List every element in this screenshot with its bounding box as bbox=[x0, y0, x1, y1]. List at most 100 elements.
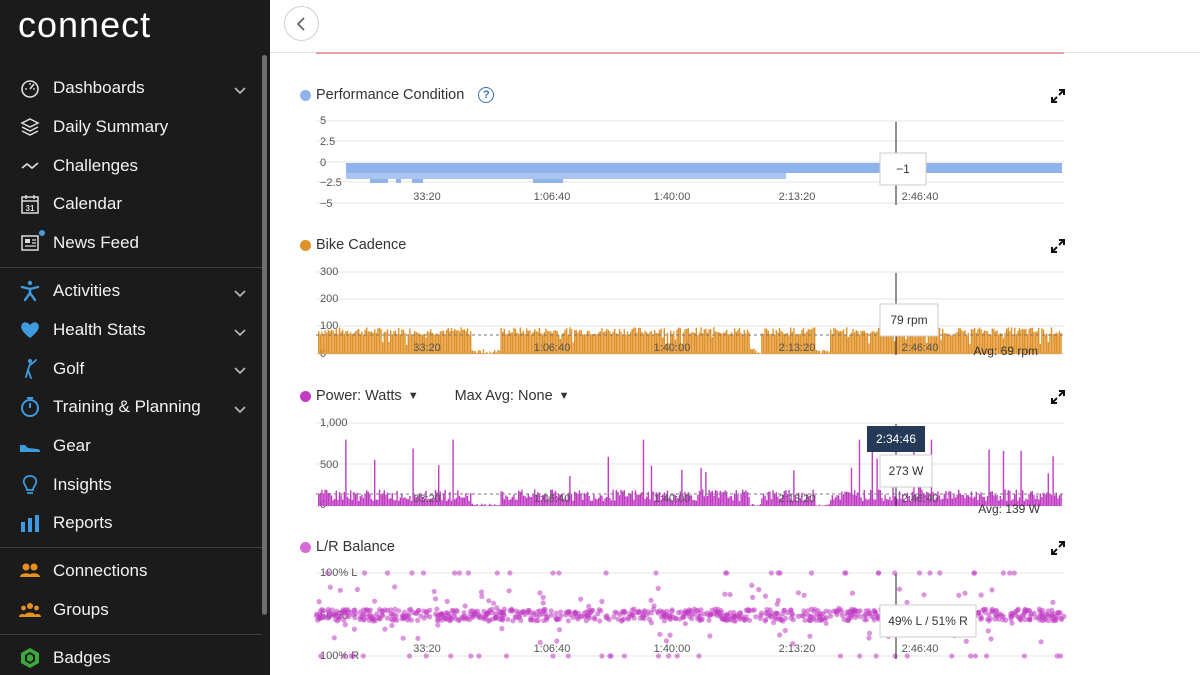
power-bar bbox=[346, 496, 349, 506]
lr-point bbox=[409, 570, 415, 576]
cadence-bar bbox=[924, 333, 926, 354]
max-avg-dropdown[interactable]: Max Avg: None ▼ bbox=[455, 388, 570, 404]
lr-point bbox=[1022, 608, 1028, 614]
power-bar bbox=[714, 490, 717, 506]
two-people-icon bbox=[19, 560, 41, 582]
golfer-icon bbox=[19, 358, 41, 380]
expand-icon[interactable] bbox=[1050, 389, 1066, 405]
lr-point bbox=[706, 617, 712, 623]
cadence-bar bbox=[798, 334, 800, 354]
power-bar bbox=[970, 491, 973, 506]
sidebar-item-connections[interactable]: Connections bbox=[0, 552, 262, 591]
lr-point bbox=[707, 612, 713, 618]
sidebar-item-calendar[interactable]: 31 Calendar bbox=[0, 185, 262, 224]
lr-balance-chart[interactable]: 100% L50-50100% R33:201:06:401:40:002:13… bbox=[270, 537, 1200, 675]
power-bar bbox=[1055, 492, 1057, 506]
power-bar bbox=[873, 499, 875, 506]
y-tick-label: 300 bbox=[320, 266, 338, 278]
expand-chevron[interactable] bbox=[234, 82, 246, 100]
power-bar bbox=[983, 497, 985, 506]
cadence-bar bbox=[970, 328, 973, 354]
power-bar bbox=[879, 490, 881, 506]
power-bar bbox=[321, 489, 323, 506]
logo[interactable]: connect bbox=[18, 4, 152, 45]
power-bar bbox=[394, 500, 397, 506]
gauge-icon bbox=[19, 77, 41, 99]
cadence-bar bbox=[830, 329, 832, 354]
lr-point bbox=[956, 592, 962, 598]
sidebar-item-challenges[interactable]: Challenges bbox=[0, 146, 262, 185]
sidebar-item-dashboards[interactable]: Dashboards bbox=[0, 69, 262, 108]
power-chart[interactable]: 1,000500033:201:06:401:40:002:13:202:46:… bbox=[270, 386, 1200, 516]
power-bar bbox=[522, 495, 525, 506]
bike-cadence-chart[interactable]: 300200100033:201:06:401:40:002:13:202:46… bbox=[270, 235, 1200, 365]
back-button[interactable] bbox=[284, 6, 319, 41]
cadence-bar bbox=[636, 332, 638, 354]
lr-point bbox=[1050, 615, 1056, 622]
power-bar bbox=[690, 495, 693, 506]
lr-point bbox=[1027, 616, 1033, 622]
power-bar bbox=[719, 490, 721, 506]
lr-point bbox=[434, 606, 440, 612]
power-bar bbox=[790, 498, 792, 506]
power-bar bbox=[726, 491, 728, 506]
power-bar bbox=[514, 499, 517, 506]
cadence-bar bbox=[511, 332, 513, 354]
cadence-bar bbox=[609, 331, 611, 354]
lr-point bbox=[1031, 610, 1037, 616]
sidebar-item-gear[interactable]: Gear bbox=[0, 427, 262, 466]
lr-point bbox=[758, 610, 765, 616]
sidebar-item-daily-summary[interactable]: Daily Summary bbox=[0, 108, 262, 147]
cadence-bar bbox=[823, 350, 825, 354]
expand-chevron[interactable] bbox=[234, 401, 246, 419]
cadence-bar bbox=[754, 350, 757, 354]
lr-point bbox=[337, 613, 344, 620]
sidebar-item-reports[interactable]: Reports bbox=[0, 504, 262, 543]
sidebar-item-activities[interactable]: Activities bbox=[0, 272, 262, 311]
sidebar-item-training-planning[interactable]: Training & Planning bbox=[0, 388, 262, 427]
lr-point bbox=[318, 608, 324, 614]
power-bar bbox=[986, 496, 989, 506]
expand-chevron[interactable] bbox=[234, 285, 246, 303]
lr-balance-panel: 100% L50-50100% R33:201:06:401:40:002:13… bbox=[270, 537, 1200, 675]
expand-chevron[interactable] bbox=[234, 362, 246, 380]
expand-chevron[interactable] bbox=[234, 324, 246, 342]
power-bar bbox=[564, 497, 566, 506]
expand-icon[interactable] bbox=[1050, 88, 1066, 104]
power-bar bbox=[1030, 491, 1032, 506]
power-metric-dropdown[interactable]: Power: Watts ▼ bbox=[316, 388, 419, 404]
lr-point bbox=[472, 612, 478, 618]
challenges-icon bbox=[19, 155, 41, 177]
power-bar bbox=[516, 499, 518, 506]
newspaper-icon bbox=[19, 230, 45, 254]
cadence-bar bbox=[374, 329, 376, 354]
sidebar-item-groups[interactable]: Groups bbox=[0, 591, 262, 630]
power-bar bbox=[988, 449, 990, 506]
power-bar bbox=[449, 491, 451, 506]
performance-condition-chart[interactable]: 5 2.5 0 −2.5 −5 33:20 1:06:40 1:40:00 2:13:20 2:4… bbox=[270, 85, 1200, 215]
power-bar bbox=[1060, 493, 1062, 506]
sidebar-item-insights[interactable]: Insights bbox=[0, 465, 262, 504]
cadence-bar bbox=[964, 330, 966, 354]
lr-point bbox=[479, 593, 485, 599]
cadence-bar bbox=[430, 329, 432, 354]
lr-point bbox=[661, 618, 667, 624]
sidebar-item-golf[interactable]: Golf bbox=[0, 349, 262, 388]
help-icon[interactable]: ? bbox=[478, 87, 495, 103]
cadence-bar bbox=[682, 332, 685, 354]
power-bar bbox=[420, 493, 422, 506]
lr-point bbox=[790, 612, 796, 618]
sidebar-item-news-feed[interactable]: News Feed bbox=[0, 224, 262, 263]
expand-icon[interactable] bbox=[1050, 238, 1066, 254]
sidebar-item-badges[interactable]: Badges bbox=[0, 639, 262, 675]
lr-point bbox=[1061, 613, 1067, 619]
cadence-bar bbox=[820, 353, 822, 354]
cadence-bar bbox=[535, 331, 537, 354]
lr-point bbox=[548, 608, 554, 614]
expand-icon[interactable] bbox=[1050, 540, 1066, 556]
sidebar-scrollbar[interactable] bbox=[262, 55, 267, 615]
power-bar bbox=[849, 492, 851, 506]
power-bar bbox=[463, 497, 465, 506]
sidebar-item-health-stats[interactable]: Health Stats bbox=[0, 311, 262, 350]
cadence-bar bbox=[985, 330, 987, 354]
